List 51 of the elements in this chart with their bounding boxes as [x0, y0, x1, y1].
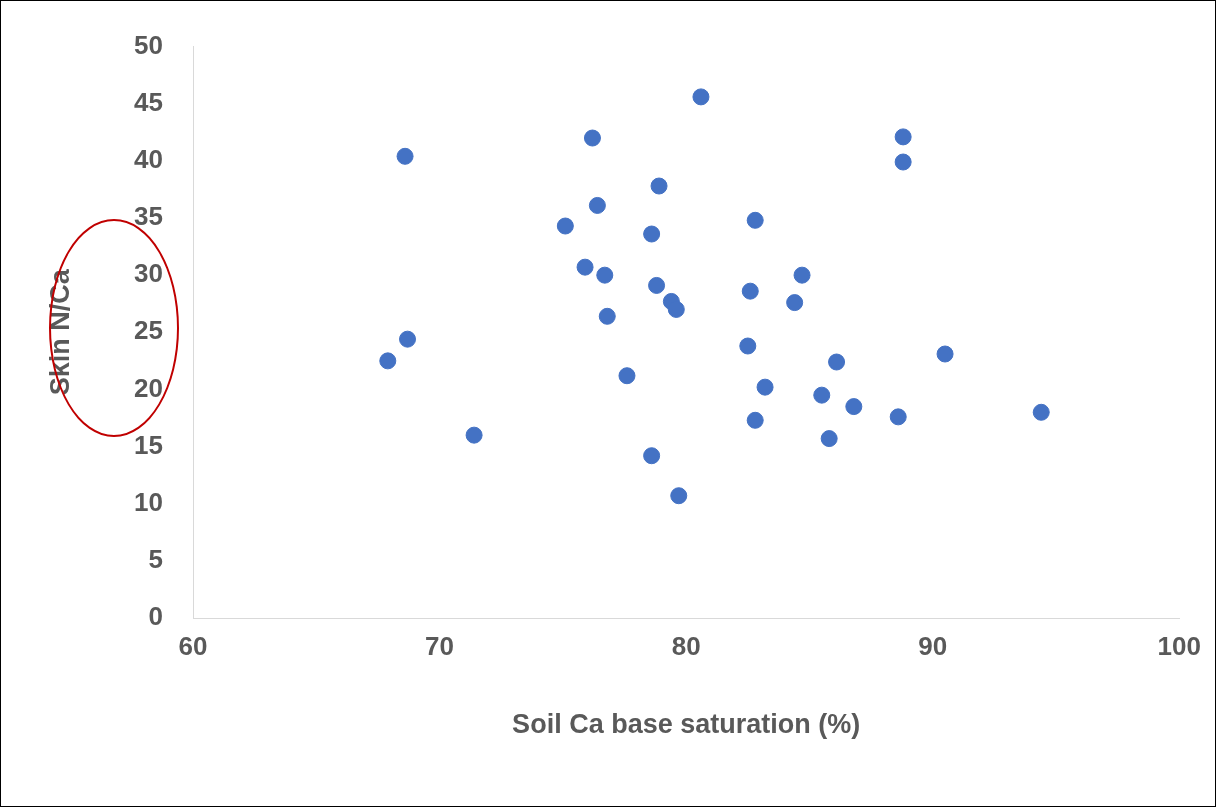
point [583, 129, 601, 147]
point [379, 352, 397, 370]
point [692, 88, 710, 106]
point [618, 367, 636, 385]
point [556, 217, 574, 235]
x-axis-title: Soil Ca base saturation (%) [512, 709, 861, 740]
point [828, 353, 846, 371]
x-tick-label: 90 [918, 630, 948, 661]
y-tick-label: 0 [148, 601, 163, 632]
point [746, 411, 764, 429]
y-tick-label: 35 [134, 201, 163, 232]
y-tick-label: 50 [134, 29, 163, 60]
point [746, 211, 764, 229]
point [793, 266, 811, 284]
y-tick-label: 30 [134, 258, 163, 289]
y-tick-label: 25 [134, 315, 163, 346]
y-tick-label: 10 [134, 486, 163, 517]
point [1032, 403, 1050, 421]
y-tick-label: 40 [134, 144, 163, 175]
point [756, 378, 774, 396]
point [643, 447, 661, 465]
point [465, 426, 483, 444]
point [739, 337, 757, 355]
point [845, 398, 863, 416]
point [889, 408, 907, 426]
point [576, 258, 594, 276]
x-tick-label: 100 [1157, 630, 1202, 661]
point [643, 225, 661, 243]
point [396, 147, 414, 165]
y-tick-label: 20 [134, 372, 163, 403]
y-tick-label: 5 [148, 544, 163, 575]
x-tick-label: 80 [671, 630, 701, 661]
point [786, 294, 804, 312]
point [894, 128, 912, 146]
x-tick-label: 60 [178, 630, 208, 661]
point [650, 177, 668, 195]
point [596, 266, 614, 284]
point [667, 300, 685, 318]
y-tick-label: 45 [134, 86, 163, 117]
point [741, 282, 759, 300]
point [813, 386, 831, 404]
point [588, 196, 606, 214]
point [894, 153, 912, 171]
y-tick-label: 15 [134, 429, 163, 460]
point [399, 330, 417, 348]
point [648, 276, 666, 294]
point [598, 307, 616, 325]
x-tick-label: 70 [425, 630, 455, 661]
point [820, 430, 838, 448]
point [936, 345, 954, 363]
point [670, 487, 688, 505]
